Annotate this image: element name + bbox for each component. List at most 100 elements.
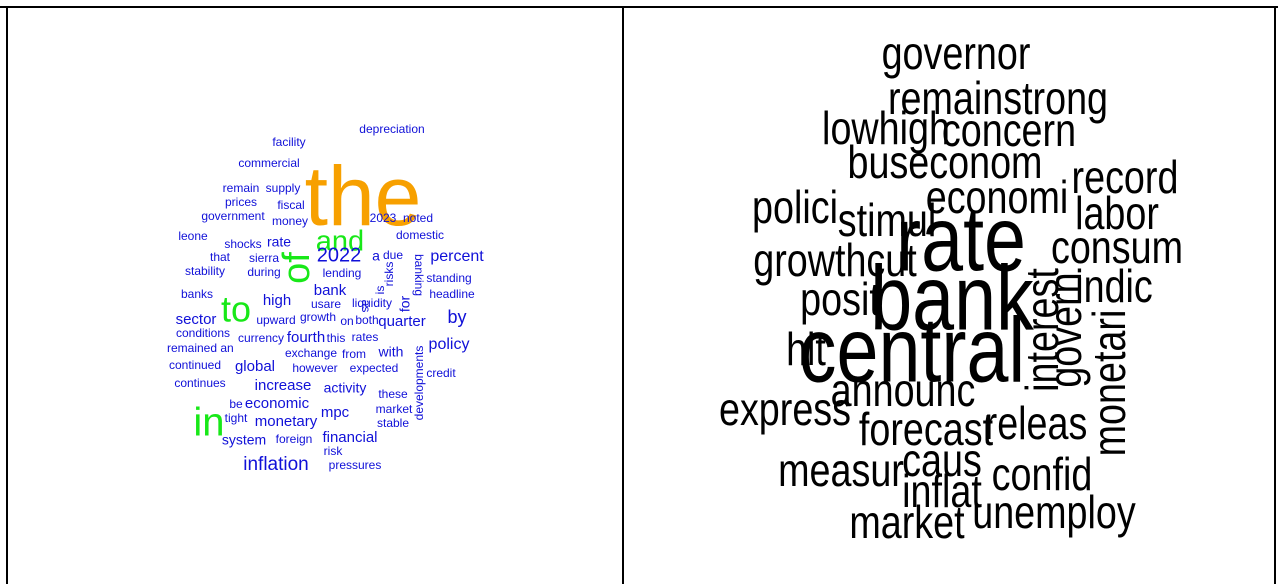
right-word-indic: indic <box>1075 261 1153 312</box>
left-word-rate: rate <box>267 234 291 250</box>
left-word-commercial: commercial <box>238 156 299 170</box>
left-word-percent: percent <box>430 248 484 265</box>
left-word-sierra: sierra <box>249 251 279 265</box>
right-word-economi: economi <box>926 172 1069 223</box>
right-word-polici: polici <box>752 182 838 233</box>
left-word-be: be <box>229 397 243 411</box>
right-word-unemploy: unemploy <box>972 487 1135 538</box>
left-word-headline: headline <box>429 287 475 301</box>
right-word-rate: rate <box>896 187 1026 290</box>
left-word-for: for <box>397 295 413 312</box>
left-word-however: however <box>292 361 337 375</box>
right-word-labor: labor <box>1075 188 1159 239</box>
left-word-due: due <box>383 248 403 262</box>
left-word-during: during <box>247 265 280 279</box>
left-word-exchange: exchange <box>285 346 337 360</box>
left-word-remained: remained <box>167 341 217 355</box>
left-word-system: system <box>222 432 266 448</box>
left-word-bank: bank <box>314 282 347 299</box>
right-word-forecast: forecast <box>859 404 993 455</box>
left-word-2023: 2023 <box>370 211 397 225</box>
frame-divider <box>622 7 624 584</box>
left-word-that: that <box>210 250 231 264</box>
frame-right-border <box>1274 7 1276 584</box>
left-word-conditions: conditions <box>176 326 230 340</box>
left-word-in: in <box>193 401 224 445</box>
right-word-govern: govern <box>1040 272 1091 387</box>
left-word-by: by <box>447 307 466 327</box>
left-word-of: of <box>276 252 318 284</box>
left-word-policy: policy <box>429 336 470 353</box>
left-word-prices: prices <box>225 195 257 209</box>
left-word-on: on <box>340 314 353 328</box>
left-word-increase: increase <box>255 377 312 394</box>
left-word-leone: leone <box>178 229 208 243</box>
left-word-inflation: inflation <box>243 454 309 475</box>
left-word-from: from <box>342 347 366 361</box>
right-word-central: central <box>799 298 1025 401</box>
right-word-announc: announc <box>831 365 976 416</box>
left-word-money: money <box>272 214 308 228</box>
right-word-caus: caus <box>902 435 982 486</box>
left-word-pressures: pressures <box>329 458 382 472</box>
right-word-lowhigh: lowhigh <box>822 103 950 154</box>
left-word-upward: upward <box>256 313 295 327</box>
left-word-and: and <box>316 226 364 258</box>
left-word-supply: supply <box>266 181 301 195</box>
left-word-risks: risks <box>382 262 396 287</box>
left-word-facility: facility <box>272 135 305 149</box>
left-word-global: global <box>235 358 275 375</box>
left-word-monetary: monetary <box>255 413 318 430</box>
left-word-this: this <box>327 331 346 345</box>
frame-left-border <box>6 7 8 584</box>
left-word-fourth: fourth <box>287 329 325 346</box>
left-word-currency: currency <box>238 331 284 345</box>
left-word-lending: lending <box>323 266 362 280</box>
right-word-stimul: stimul <box>838 195 936 246</box>
right-word-releas: releas <box>985 398 1088 449</box>
left-word-market: market <box>376 402 413 416</box>
left-word-an: an <box>220 341 233 355</box>
right-word-bank: bank <box>870 246 1034 349</box>
right-word-interest: interest <box>1017 268 1068 392</box>
right-word-market: market <box>849 497 965 548</box>
left-word-mpc: mpc <box>321 404 350 421</box>
left-word-remain: remain <box>223 181 260 195</box>
left-word-credit: credit <box>426 366 456 380</box>
right-word-governor: governor <box>882 28 1031 79</box>
left-word-stability: stability <box>185 264 225 278</box>
left-word-activity: activity <box>324 380 367 396</box>
right-word-concern: concern <box>942 105 1076 156</box>
left-word-stable: stable <box>377 416 409 430</box>
left-word-tight: tight <box>225 411 248 425</box>
left-word-banks: banks <box>181 287 213 301</box>
left-word-shocks: shocks <box>224 237 261 251</box>
left-word-continued: continued <box>169 358 221 372</box>
left-word-financial: financial <box>322 429 377 446</box>
left-word-as: as <box>359 300 373 313</box>
left-word-high: high <box>263 292 291 309</box>
left-word-rates: rates <box>352 330 379 344</box>
right-word-measur: measur <box>778 445 904 496</box>
left-word-government: government <box>201 209 265 223</box>
right-word-buseconom: buseconom <box>848 137 1043 188</box>
right-word-confid: confid <box>992 449 1093 500</box>
left-word-these: these <box>378 387 408 401</box>
right-word-record: record <box>1072 152 1179 203</box>
right-word-monetari: monetari <box>1084 310 1135 457</box>
left-word-growth: growth <box>300 310 336 324</box>
left-word-to: to <box>221 289 251 330</box>
right-word-express: express <box>719 384 851 435</box>
right-word-consum: consum <box>1051 222 1183 273</box>
left-word-domestic: domestic <box>396 228 444 242</box>
left-word-cloud: the and of to in depreciation facility commerci… <box>0 0 622 584</box>
left-word-usare: usare <box>311 297 341 311</box>
frame-top-border <box>0 6 1278 8</box>
left-word-is: is <box>373 286 387 295</box>
left-word-both: both <box>355 313 378 327</box>
left-word-banking: banking <box>412 254 426 296</box>
